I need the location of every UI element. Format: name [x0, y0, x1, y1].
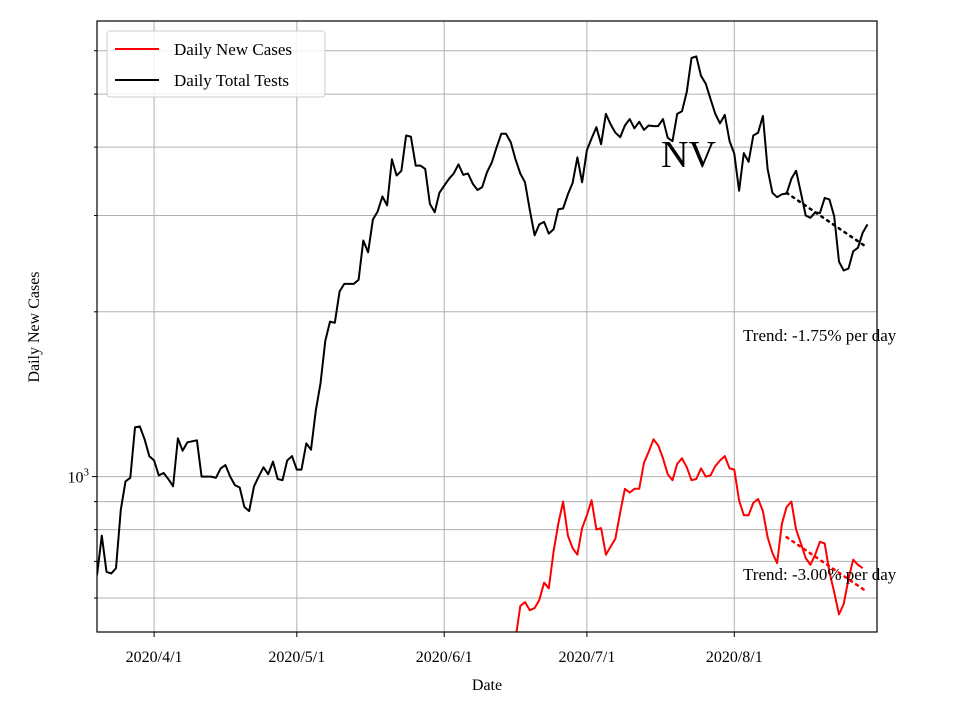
y-tick-label: 103: [68, 467, 90, 487]
y-axis-label: Daily New Cases: [26, 271, 43, 382]
series-group: [97, 55, 869, 632]
ticks: 2020/4/1 2020/5/1 2020/6/1 2020/7/1 2020/8/1…: [68, 50, 763, 666]
legend: Daily New Cases Daily Total Tests: [106, 30, 326, 98]
legend-label-tests: Daily Total Tests: [174, 71, 289, 90]
legend-label-cases: Daily New Cases: [174, 40, 292, 59]
trendline-cases: [785, 535, 869, 594]
series-line-daily-total-tests: [97, 55, 869, 576]
state-label: NV: [661, 134, 716, 176]
plot-area-frame: [96, 20, 878, 633]
x-tick-label: 2020/6/1: [416, 649, 473, 666]
grid: [97, 21, 877, 632]
series-line-daily-new-cases: [515, 438, 864, 632]
x-tick-label: 2020/8/1: [706, 649, 763, 666]
trend-label-cases: Trend: -3.00% per day: [743, 565, 897, 584]
trendline-tests: [785, 191, 869, 249]
legend-box: [106, 30, 326, 98]
x-tick-label: 2020/4/1: [126, 649, 183, 666]
x-tick-label: 2020/5/1: [268, 649, 325, 666]
x-tick-label: 2020/7/1: [558, 649, 615, 666]
x-axis-label: Date: [472, 677, 502, 694]
trend-label-tests: Trend: -1.75% per day: [743, 326, 897, 345]
